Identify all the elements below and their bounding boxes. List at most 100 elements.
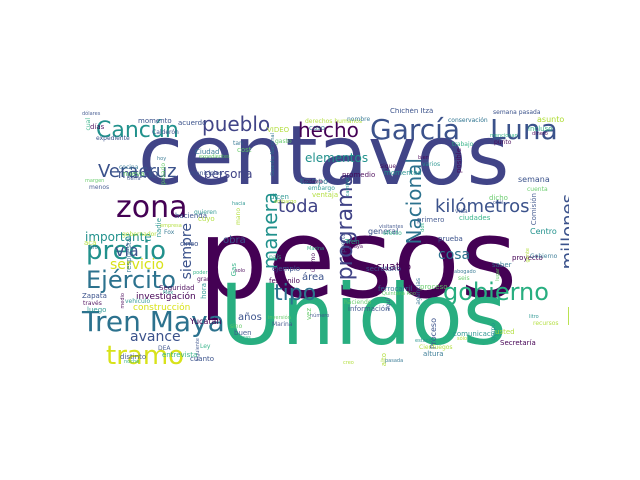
- word: momento: [138, 117, 172, 125]
- word-small: proceso: [420, 283, 448, 291]
- word: tramo: [106, 341, 185, 370]
- word: pesos: [198, 195, 518, 323]
- word-small: último: [310, 253, 317, 273]
- word-small: pasada: [385, 358, 404, 364]
- word: Cancún: [96, 118, 179, 143]
- word-small: estación: [415, 338, 437, 344]
- word: pueblo: [202, 112, 271, 136]
- word: gobierno: [443, 278, 549, 306]
- word-small: menos: [89, 184, 110, 191]
- word-small: pasado: [160, 163, 167, 185]
- word-small: litro: [529, 314, 539, 320]
- word-small: Marina: [307, 246, 325, 252]
- word-small: gran: [197, 276, 211, 283]
- word-small: Quintana Roo: [382, 291, 416, 297]
- word-small: posible: [455, 148, 463, 174]
- word-small: momentos: [384, 169, 422, 177]
- word-small: entrevista: [162, 351, 198, 359]
- word-small: noche: [124, 359, 140, 365]
- word-small: embargo: [274, 199, 297, 205]
- word-small: poder: [193, 270, 208, 276]
- word-small: punto: [494, 139, 512, 146]
- word: Centro: [530, 227, 557, 236]
- word-small: margen: [85, 178, 105, 184]
- word: Calderón: [152, 129, 179, 136]
- word: centavos: [138, 109, 510, 204]
- word-small: dinero: [532, 131, 548, 137]
- word-small: cuenta: [527, 186, 548, 193]
- word: Yucatán: [190, 317, 222, 326]
- word-small: Ciudad: [195, 148, 220, 156]
- word-small: VIDEO: [267, 126, 290, 134]
- word-small: maya: [349, 244, 363, 250]
- word-small: otras: [238, 335, 251, 341]
- word-small: embargo: [308, 185, 335, 192]
- word-small: usted: [495, 328, 515, 336]
- word: Secretaría: [500, 339, 536, 347]
- word: cuatro: [376, 260, 412, 273]
- word: Chichén Itzá: [390, 108, 434, 115]
- word-small: altura: [423, 350, 444, 358]
- word-small: recursos: [533, 320, 559, 327]
- word: avance: [130, 329, 181, 345]
- word-small: número: [310, 313, 330, 319]
- word-small: visitantes: [379, 224, 404, 230]
- word-small: trabajo: [452, 141, 474, 148]
- word-small: días: [90, 123, 105, 131]
- word-small: gasto: [275, 138, 292, 145]
- word-small: incluso: [528, 125, 553, 133]
- word: persona: [204, 167, 253, 181]
- word-small: promedio: [342, 171, 376, 179]
- word-small: hacia: [232, 201, 246, 207]
- word-small: cost: [237, 146, 252, 154]
- word-small: lugar: [495, 268, 501, 281]
- word: obra: [223, 235, 246, 246]
- word-small: expedientes: [199, 154, 230, 160]
- word: parte: [566, 300, 569, 324]
- word-small: Fox: [164, 229, 175, 236]
- word-small: Méx: [163, 290, 174, 296]
- word: García: [370, 113, 461, 146]
- word-small: Seguridad: [159, 284, 195, 292]
- word: semana: [518, 175, 550, 184]
- word-small: inversión: [268, 315, 291, 321]
- word: cinco: [180, 240, 199, 248]
- word-small: todavía: [304, 179, 323, 185]
- word: municipios: [190, 170, 223, 177]
- word-small: empresa: [160, 223, 182, 229]
- word-small: DEA: [158, 345, 171, 352]
- word: elementos: [305, 151, 369, 165]
- word-small: dicho: [489, 194, 508, 202]
- word: hecho: [298, 118, 359, 142]
- word-small: aquí: [385, 298, 392, 311]
- word-small: dólares: [82, 111, 101, 117]
- word: cuanto: [190, 355, 215, 363]
- word-small: tan: [233, 140, 243, 147]
- word: Luna: [490, 113, 558, 146]
- word-small: gobernador: [122, 231, 157, 238]
- word-small: abogado: [454, 269, 476, 275]
- word: Tren Maya: [82, 305, 225, 338]
- word-small: nombre: [347, 116, 371, 123]
- word-small: sino: [230, 323, 243, 330]
- word-small: nueva: [123, 170, 145, 178]
- word-small: sólo: [457, 336, 468, 342]
- word: Zapata: [82, 292, 107, 300]
- word: precio: [86, 236, 167, 266]
- word-small: tierra: [127, 176, 141, 182]
- word-small: Ley: [200, 343, 211, 350]
- word: Veracruz: [98, 161, 177, 182]
- word-small: ventaja: [312, 191, 339, 199]
- word-small: dos: [420, 223, 426, 232]
- word-small: cuál: [493, 200, 504, 206]
- word: zona: [116, 190, 188, 225]
- word-small: mano: [235, 208, 242, 225]
- word: Unidos: [220, 266, 507, 364]
- word: cosa: [438, 247, 471, 263]
- word-small: mencionan: [490, 133, 518, 139]
- word-small: luego: [87, 306, 107, 314]
- word-small: efecto: [383, 230, 402, 237]
- word: servicio: [110, 257, 164, 273]
- word-small: hoy: [157, 156, 167, 162]
- word-small: hora: [200, 283, 208, 299]
